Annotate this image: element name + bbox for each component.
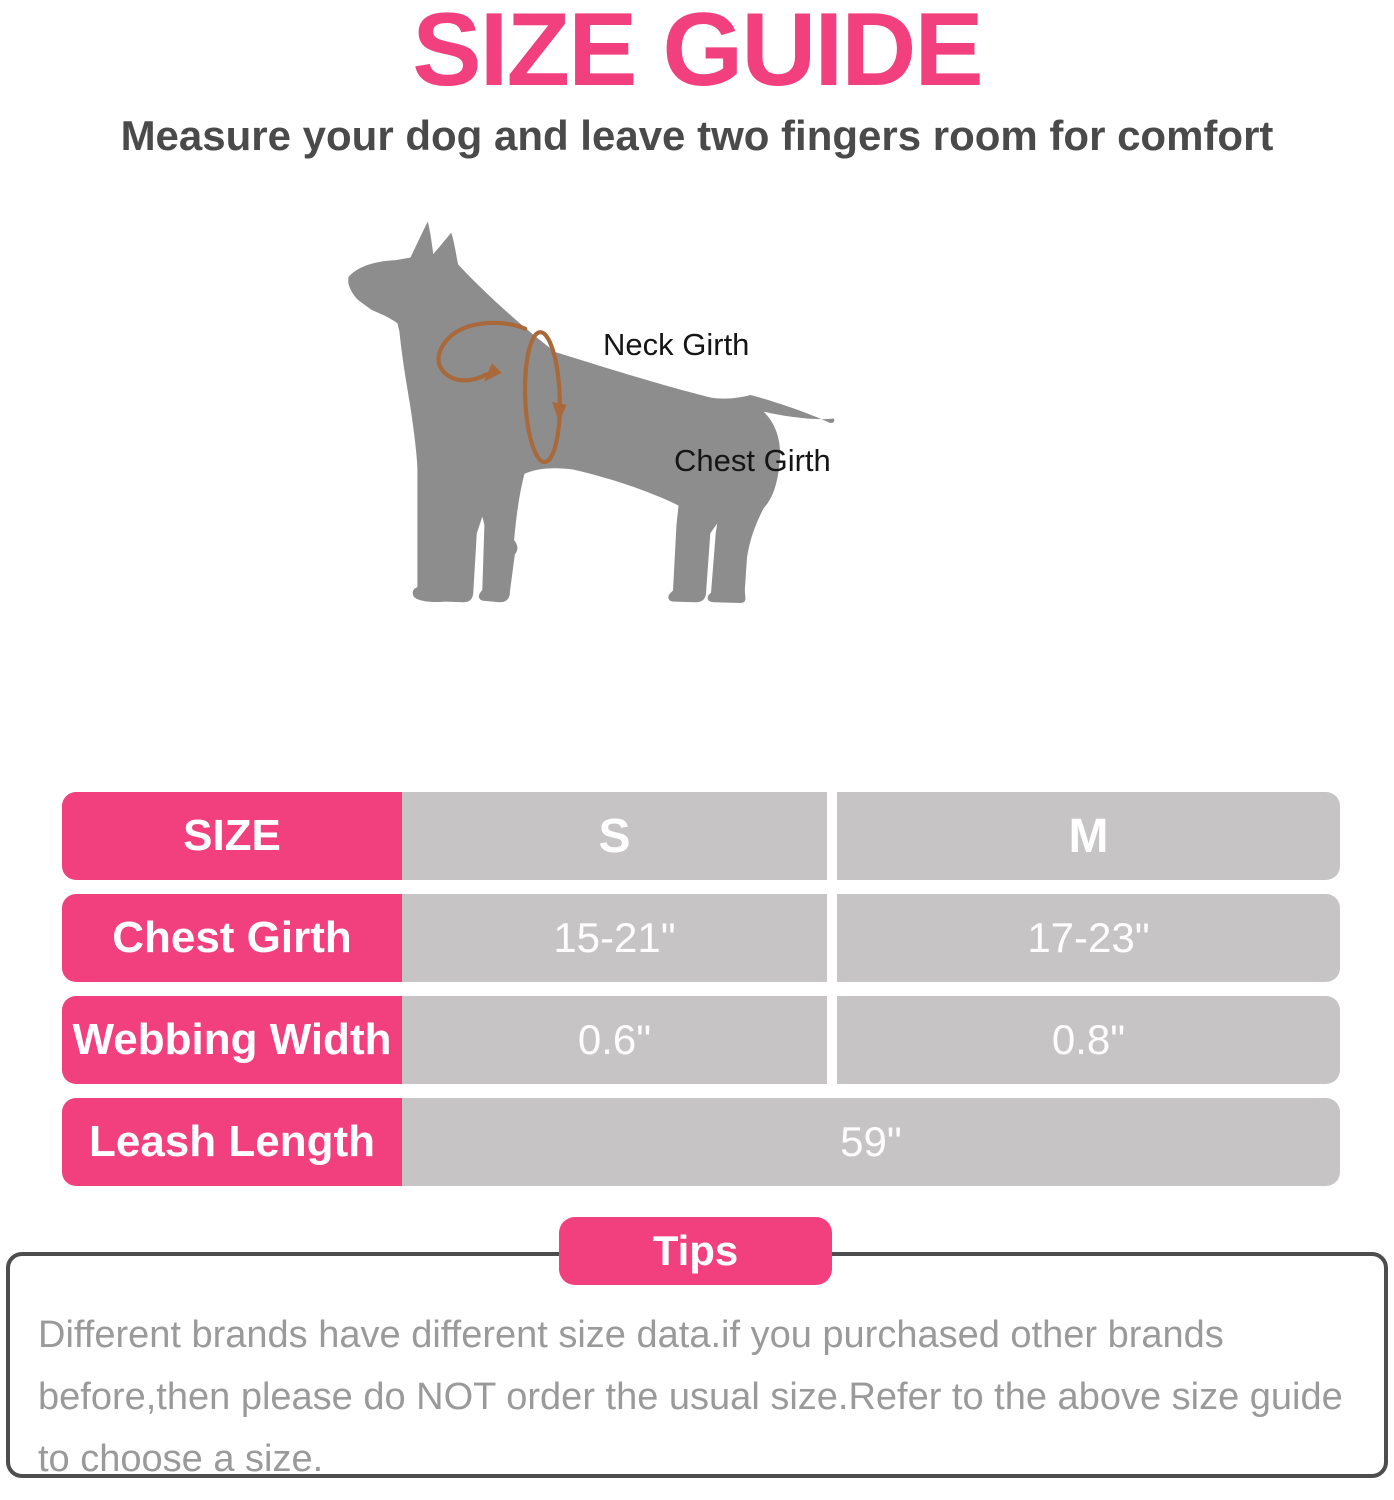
tips-badge: Tips [559,1217,832,1285]
chest-girth-ellipse [522,330,562,465]
page-title: SIZE GUIDE [412,0,983,108]
chest-girth-m-value: 17-23" [837,894,1340,982]
chest-girth-label-cell: Chest Girth [62,894,402,982]
dog-body-path [348,221,835,603]
chest-girth-label: Chest Girth [674,443,831,478]
dog-measurement-diagram: Neck Girth Chest Girth [348,221,835,603]
leash-length-label-cell: Leash Length [62,1098,402,1186]
table-row-header: SIZE S M [62,792,1340,880]
size-s-cell: S [402,792,827,880]
webbing-width-label-cell: Webbing Width [62,996,402,1084]
dog-silhouette-graphic [348,221,835,603]
size-m-cell: M [837,792,1340,880]
leash-length-value: 59" [402,1098,1340,1186]
tips-text: Different brands have different size dat… [38,1314,1343,1480]
neck-girth-arrowhead [483,363,502,382]
table-row-leash-length: Leash Length 59" [62,1098,1340,1186]
chest-girth-arrowhead [552,401,567,423]
table-row-chest-girth: Chest Girth 15-21" 17-23" [62,894,1340,982]
neck-girth-label: Neck Girth [603,327,750,362]
page-subtitle: Measure your dog and leave two fingers r… [120,112,1274,159]
chest-girth-s-value: 15-21" [402,894,827,982]
webbing-width-m-value: 0.8" [837,996,1340,1084]
tips-box: Different brands have different size dat… [6,1252,1388,1480]
table-row-webbing-width: Webbing Width 0.6" 0.8" [62,996,1340,1084]
size-header-cell: SIZE [62,792,402,880]
neck-girth-band [436,320,528,383]
webbing-width-s-value: 0.6" [402,996,827,1084]
size-table: SIZE S M Chest Girth 15-21" 17-23" Webbi… [62,792,1340,1200]
